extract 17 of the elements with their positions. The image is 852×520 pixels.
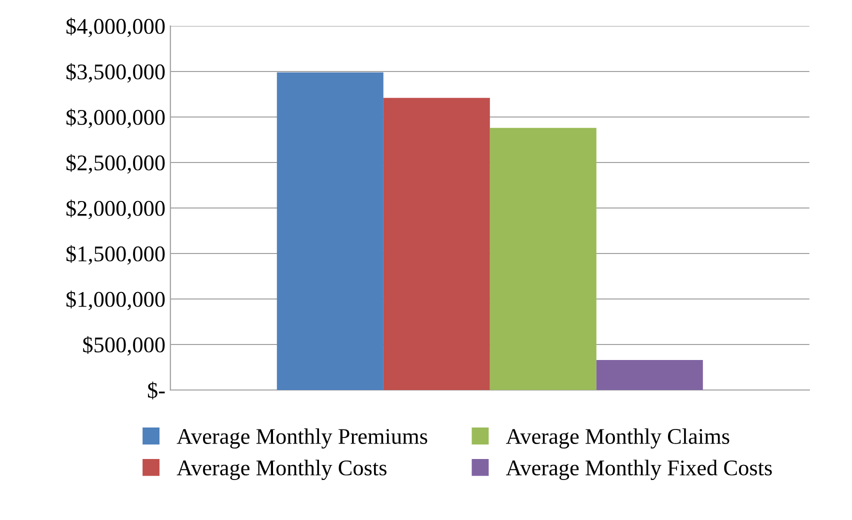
legend-label: Average Monthly Costs (176, 460, 386, 480)
legend-label: Average Monthly Fixed Costs (506, 460, 772, 480)
bar (596, 360, 703, 390)
y-tick-label: $2,000,000 (66, 200, 165, 220)
y-tick-label: $- (148, 382, 165, 400)
y-tick-label: $500,000 (83, 336, 165, 356)
bar (276, 72, 384, 390)
y-tick-label: $2,500,000 (66, 154, 165, 174)
y-tick-label: $4,000,000 (66, 18, 165, 38)
bar (383, 98, 490, 390)
y-tick-label: $1,500,000 (66, 245, 165, 265)
bar (490, 128, 596, 390)
y-tick-label: $3,000,000 (66, 108, 165, 128)
y-tick-label: $3,500,000 (66, 63, 165, 83)
legend-label: Average Monthly Claims (506, 428, 730, 449)
y-tick-label: $1,000,000 (66, 290, 165, 310)
legend-label: Average Monthly Premiums (176, 428, 428, 449)
